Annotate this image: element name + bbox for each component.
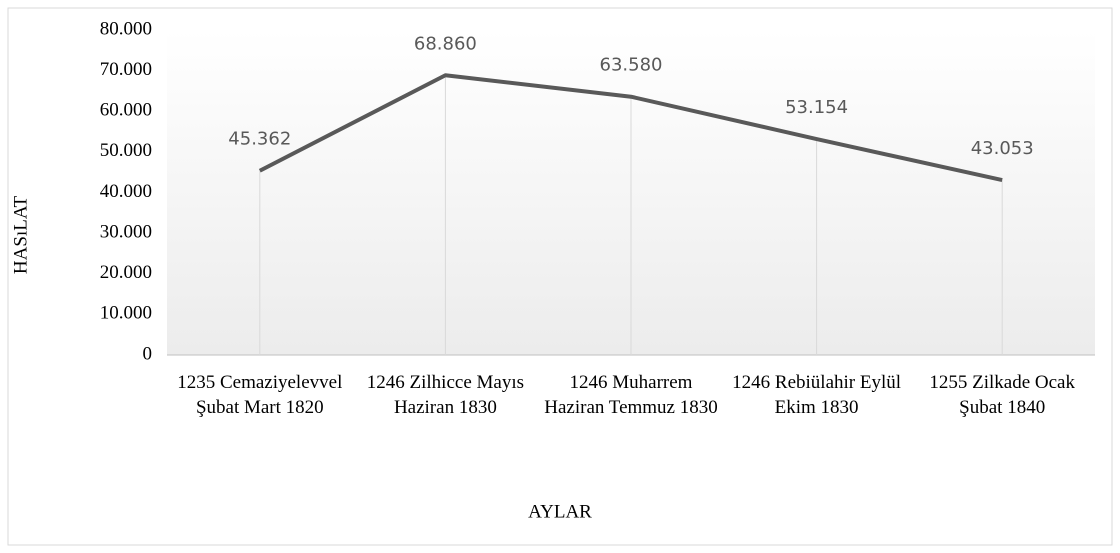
y-tick-label: 70.000 xyxy=(100,59,152,80)
x-tick-label: 1255 Zilkade Ocak Şubat 1840 xyxy=(929,372,1075,418)
y-tick-label: 60.000 xyxy=(100,100,152,121)
x-tick-label: 1235 Cemaziyelevvel Şubat Mart 1820 xyxy=(177,372,343,418)
x-axis-title: AYLAR xyxy=(528,501,592,522)
data-label: 43.053 xyxy=(971,138,1034,159)
y-tick-label: 50.000 xyxy=(100,140,152,161)
y-tick-label: 20.000 xyxy=(100,262,152,283)
data-label: 63.580 xyxy=(600,55,663,76)
x-tick-label: 1246 Rebiülahir Eylül Ekim 1830 xyxy=(732,372,902,418)
data-label: 68.860 xyxy=(414,33,477,54)
y-tick-label: 80.000 xyxy=(100,18,152,39)
x-tick-label: 1246 Muharrem Haziran Temmuz 1830 xyxy=(544,372,718,418)
y-tick-label: 30.000 xyxy=(100,221,152,242)
data-label: 53.154 xyxy=(785,97,848,118)
x-tick-label: 1246 Zilhicce Mayıs Haziran 1830 xyxy=(366,372,525,418)
y-tick-label: 10.000 xyxy=(100,303,152,324)
y-tick-label: 40.000 xyxy=(100,181,152,202)
data-label: 45.362 xyxy=(228,129,291,150)
data-line xyxy=(258,73,1003,183)
y-axis-title: HASıLAT xyxy=(10,196,31,275)
y-tick-label: 0 xyxy=(143,343,153,364)
